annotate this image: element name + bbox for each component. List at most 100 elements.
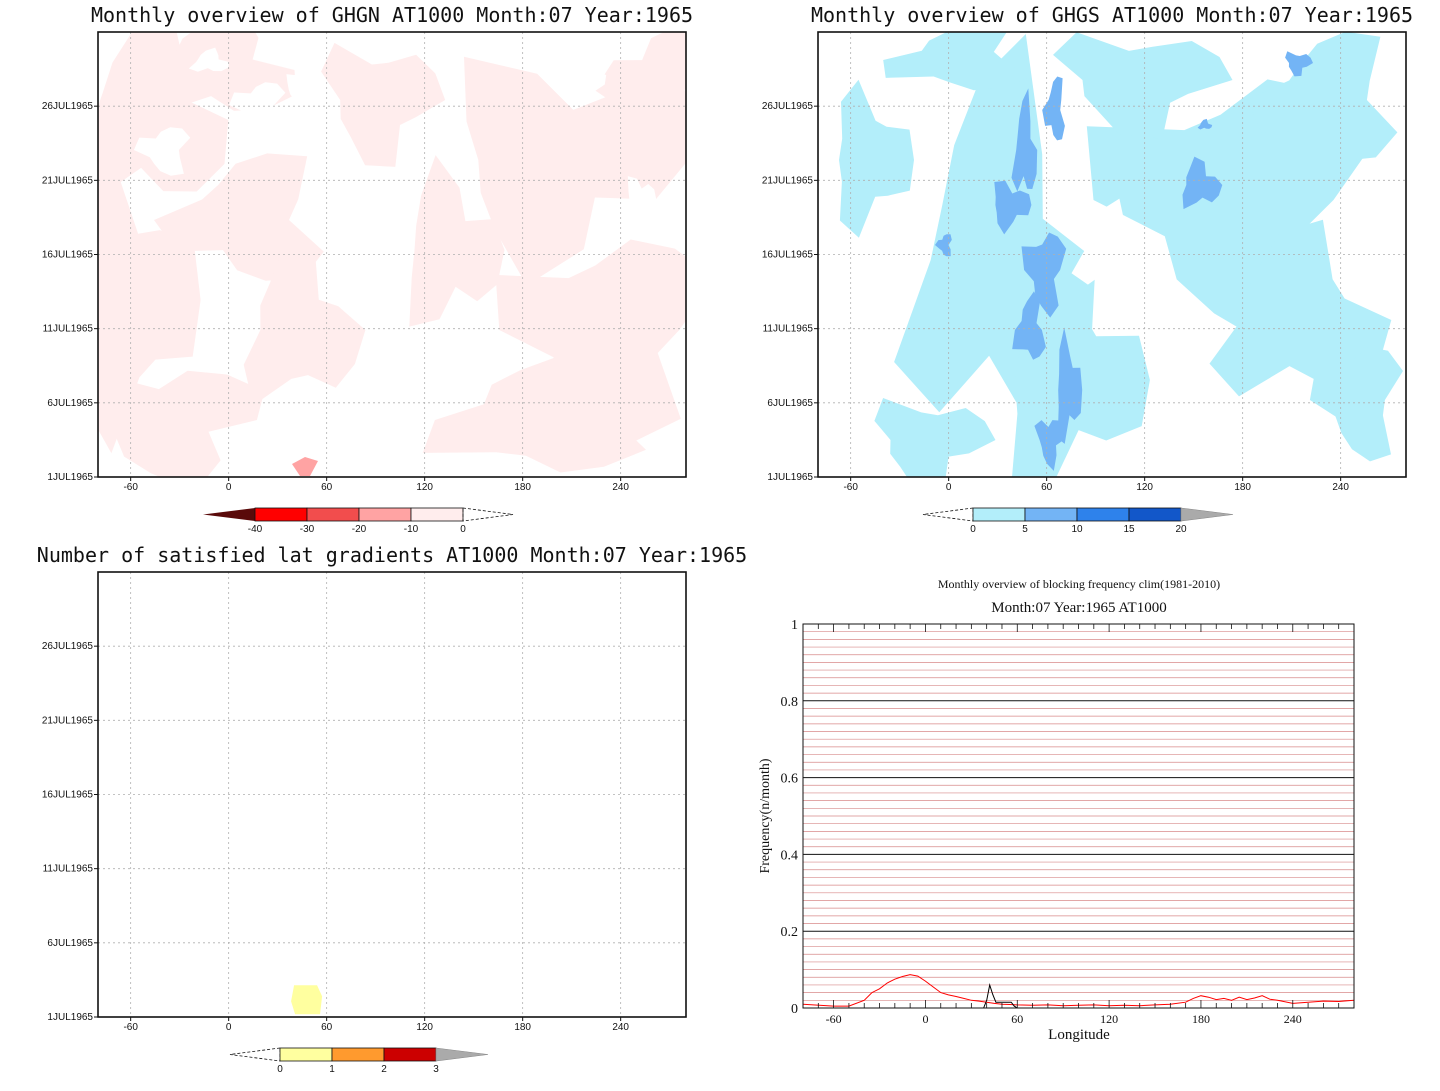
- panel-title: Monthly overview of GHGN AT1000 Month:07…: [91, 3, 693, 27]
- colorbar-label: 20: [1175, 524, 1187, 535]
- x-tick-label: 60: [321, 1022, 333, 1033]
- y-tick-label: 1JUL1965: [47, 1012, 93, 1023]
- shaded-field: [291, 985, 323, 1015]
- pink-region: [98, 158, 201, 454]
- white-hole: [846, 269, 903, 332]
- white-hole: [627, 176, 657, 230]
- pink-region: [495, 239, 686, 441]
- colorbar-label: -10: [404, 524, 419, 535]
- y-tick-label: 1JUL1965: [47, 472, 93, 483]
- colorbar-swatch: [410, 507, 464, 522]
- y-tick-label: 0.2: [781, 925, 799, 940]
- colorbar-label: 2: [381, 1064, 387, 1075]
- mid-blue-region: [1042, 76, 1065, 141]
- colorbar-cap-low: [229, 1047, 281, 1062]
- x-tick-label: 240: [612, 482, 629, 493]
- y-tick-label: 16JUL1965: [42, 250, 94, 261]
- y-tick-label: 6JUL1965: [47, 398, 93, 409]
- y-tick-label: 21JUL1965: [762, 175, 814, 186]
- x-tick-label: 180: [514, 482, 531, 493]
- shaded-field: [98, 32, 686, 477]
- colorbar-label: 10: [1071, 524, 1083, 535]
- colorbar-cap-high: [1180, 507, 1234, 522]
- x-tick-label: -60: [123, 482, 138, 493]
- colorbar-swatch: [331, 1047, 385, 1062]
- y-tick-label: 11JUL1965: [43, 324, 94, 335]
- colorbar-cap-high: [462, 507, 514, 522]
- x-tick-label: 60: [1011, 1012, 1023, 1026]
- x-tick-label: 60: [1041, 482, 1053, 493]
- y-tick-label: 1: [791, 618, 798, 633]
- mid-blue-region: [994, 180, 1032, 235]
- light-blue-region: [1309, 346, 1403, 462]
- mid-blue-region: [1012, 291, 1046, 360]
- plot-frame: [97, 571, 687, 1018]
- x-tick-label: 180: [1192, 1012, 1210, 1026]
- x-tick-label: -60: [843, 482, 858, 493]
- colorbar-label: -30: [300, 524, 315, 535]
- y-tick-label: 26JUL1965: [42, 641, 94, 652]
- x-tick-label: 120: [416, 1022, 433, 1033]
- colorbar-swatch: [1024, 507, 1078, 522]
- colorbar-cap-low: [922, 507, 974, 522]
- colorbar-swatch: [1076, 507, 1130, 522]
- y-tick-label: 16JUL1965: [762, 250, 814, 261]
- y-tick-label: 6JUL1965: [767, 398, 813, 409]
- pink-region: [594, 32, 686, 156]
- pink-region: [422, 353, 646, 473]
- colorbar: -40 -30 -20 -10 0: [203, 507, 514, 535]
- y-tick-label: 11JUL1965: [43, 864, 94, 875]
- colorbar-swatch: [306, 507, 360, 522]
- series-line-1: [983, 983, 1018, 1009]
- x-tick-label: 240: [612, 1022, 629, 1033]
- mid-blue-region: [1034, 420, 1064, 471]
- y-tick-label: 0: [791, 1002, 798, 1017]
- white-hole: [286, 74, 319, 101]
- pink-patch: [292, 457, 318, 476]
- y-axis-label: Frequency(n/month): [758, 758, 773, 873]
- x-tick-label: -60: [826, 1012, 842, 1026]
- series-line-0: [802, 974, 1355, 1007]
- y-tick-label: 0.4: [781, 848, 799, 863]
- colorbar-label: 0: [277, 1064, 283, 1075]
- mid-blue-region: [1057, 327, 1083, 444]
- colorbar: 0 1 2 3: [229, 1047, 489, 1075]
- y-tick-label: 26JUL1965: [762, 101, 814, 112]
- colorbar-label: 0: [460, 524, 466, 535]
- panel-ghgs: Monthly overview of GHGS AT1000 Month:07…: [762, 3, 1413, 535]
- white-hole: [188, 47, 230, 72]
- colorbar-cap-high: [435, 1047, 489, 1062]
- pink-region: [321, 42, 446, 167]
- white-hole: [551, 50, 607, 92]
- light-blue-region: [839, 79, 914, 238]
- x-tick-label: 240: [1332, 482, 1349, 493]
- x-tick-label: 120: [1136, 482, 1153, 493]
- colorbar-label: -20: [352, 524, 367, 535]
- x-tick-label: 180: [1234, 482, 1251, 493]
- colorbar-swatch: [254, 507, 308, 522]
- x-tick-label: 60: [321, 482, 333, 493]
- colorbar-label: -40: [248, 524, 263, 535]
- colorbar-label: 15: [1123, 524, 1135, 535]
- x-tick-label: 0: [922, 1012, 928, 1026]
- light-blue-region: [1246, 32, 1398, 161]
- light-blue-region: [1053, 32, 1233, 139]
- colorbar-swatch: [1128, 507, 1182, 522]
- colorbar-label: 0: [970, 524, 976, 535]
- gradient-cell: [291, 985, 323, 1015]
- pink-region: [243, 243, 366, 406]
- y-tick-label: 6JUL1965: [47, 938, 93, 949]
- x-tick-label: 180: [514, 1022, 531, 1033]
- mid-blue-region: [1182, 156, 1223, 210]
- x-tick-label: -60: [123, 1022, 138, 1033]
- colorbar-label: 1: [329, 1064, 335, 1075]
- y-tick-label: 26JUL1965: [42, 101, 94, 112]
- colorbar-swatch: [972, 507, 1026, 522]
- mid-blue-region: [1011, 88, 1038, 192]
- chart-subtitle: Month:07 Year:1965 AT1000: [991, 600, 1166, 616]
- colorbar-swatch: [279, 1047, 333, 1062]
- pink-region: [98, 370, 265, 477]
- colorbar-label: 5: [1022, 524, 1028, 535]
- x-tick-label: 0: [226, 1022, 232, 1033]
